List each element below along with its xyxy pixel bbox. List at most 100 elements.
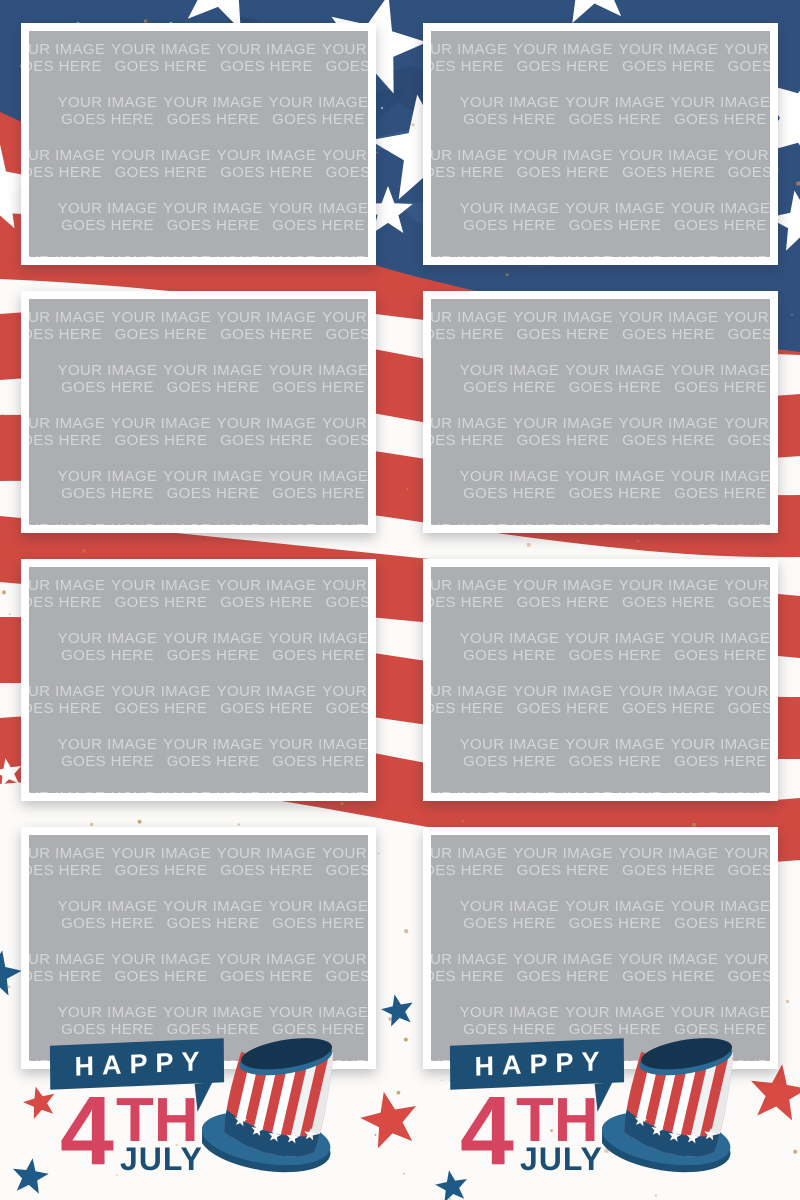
watermark-line2: GOES HERE bbox=[568, 1021, 662, 1038]
watermark-line1: YOUR IMAGE bbox=[57, 468, 158, 485]
watermark-line1: YOUR IMAGE bbox=[431, 789, 511, 793]
watermark-line1: YOUR IMAGE bbox=[431, 845, 508, 862]
watermark-line2: GOES HERE bbox=[166, 111, 260, 128]
watermark-line1: YOUR IMAGE bbox=[565, 630, 665, 647]
star-icon bbox=[435, 1170, 467, 1200]
watermark-line1: YOUR IMAGE bbox=[268, 94, 368, 111]
watermark-line2: GOES HERE bbox=[61, 753, 154, 770]
watermark-line1: YOUR IMAGE bbox=[319, 521, 368, 525]
uncle-sam-hat-icon bbox=[602, 1034, 752, 1184]
star-icon bbox=[363, 186, 413, 233]
watermark-line1: YOUR IMAGE bbox=[513, 309, 613, 326]
star-icon bbox=[755, 81, 800, 155]
watermark-line1: YOUR IMAGE bbox=[29, 147, 106, 164]
watermark-line1: YOUR IMAGE bbox=[431, 41, 508, 58]
watermark-line2: GOES HERE bbox=[463, 753, 556, 770]
watermark-line1: YOUR IMAGE bbox=[724, 415, 770, 432]
watermark-line2: GOES HERE bbox=[516, 700, 610, 717]
watermark-line1: YOUR IMAGE bbox=[29, 253, 109, 257]
star-icon bbox=[0, 144, 40, 229]
star-icon bbox=[12, 1158, 49, 1194]
watermark-line1: YOUR IMAGE bbox=[513, 147, 613, 164]
watermark-line2: GOES HERE bbox=[29, 432, 102, 449]
watermark-line1: YOUR IMAGE bbox=[510, 521, 616, 525]
watermark-line2: GOES HERE bbox=[325, 432, 368, 449]
watermark-line1: YOUR IMAGE bbox=[322, 147, 368, 164]
watermark-line2: GOES HERE bbox=[622, 968, 715, 985]
watermark-line1: YOUR IMAGE bbox=[214, 253, 320, 257]
watermark-line2: GOES HERE bbox=[272, 379, 365, 396]
watermark-line1: YOUR IMAGE bbox=[322, 683, 368, 700]
watermark-line1: YOUR IMAGE bbox=[459, 362, 560, 379]
happy-4th-july-logo: HAPPY 4 TH JULY bbox=[440, 1040, 760, 1200]
watermark-line2: GOES HERE bbox=[61, 647, 154, 664]
watermark-line1: YOUR IMAGE bbox=[163, 200, 263, 217]
watermark-line2: GOES HERE bbox=[220, 58, 313, 75]
watermark-line2: GOES HERE bbox=[114, 164, 208, 181]
watermark-line1: YOUR IMAGE bbox=[724, 845, 770, 862]
watermark-line2: GOES HERE bbox=[568, 915, 662, 932]
watermark-line1: YOUR IMAGE bbox=[57, 630, 158, 647]
watermark-line1: YOUR IMAGE bbox=[29, 683, 106, 700]
watermark-line1: YOUR IMAGE bbox=[111, 147, 211, 164]
watermark-line2: GOES HERE bbox=[431, 862, 504, 879]
watermark-line1: YOUR IMAGE bbox=[111, 415, 211, 432]
watermark-line2: GOES HERE bbox=[220, 700, 313, 717]
watermark-line1: YOUR IMAGE bbox=[322, 845, 368, 862]
star-icon bbox=[23, 1086, 55, 1119]
watermark-line2: GOES HERE bbox=[61, 217, 154, 234]
watermark-line2: GOES HERE bbox=[622, 700, 715, 717]
watermark-line1: YOUR IMAGE bbox=[268, 200, 368, 217]
watermark-line1: YOUR IMAGE bbox=[431, 415, 508, 432]
watermark-line1: YOUR IMAGE bbox=[111, 577, 211, 594]
watermark-line1: YOUR IMAGE bbox=[216, 683, 317, 700]
watermark-line1: YOUR IMAGE bbox=[513, 577, 613, 594]
